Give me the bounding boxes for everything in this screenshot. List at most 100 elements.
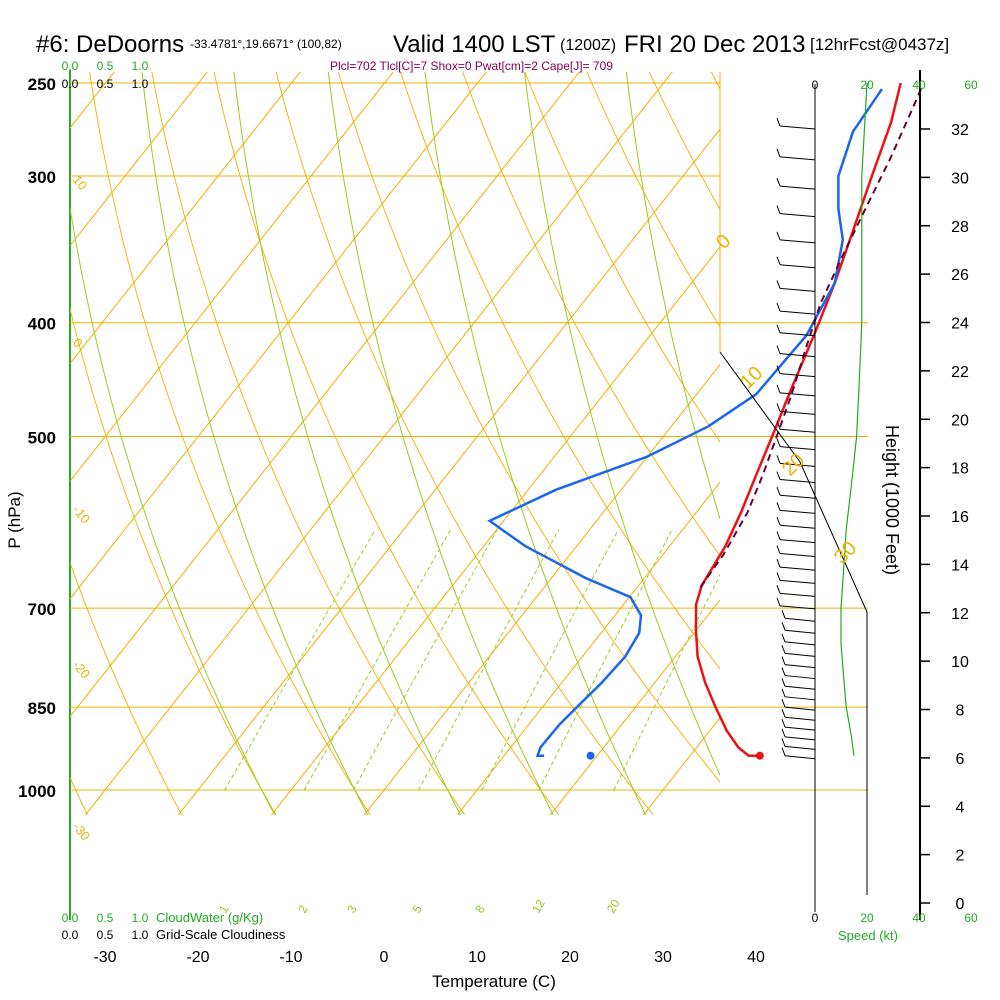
- valid-time: Valid 1400 LST: [393, 31, 556, 58]
- wind-barb: [779, 553, 816, 558]
- cloudiness-tick-top: 0.0: [62, 77, 79, 91]
- wind-barb: [779, 353, 816, 358]
- height-tick-label: 18: [951, 461, 969, 478]
- wind-speed-tick-bottom: 40: [912, 911, 926, 925]
- profile-lines: [487, 82, 922, 760]
- wind-barb: [779, 185, 816, 190]
- cloudwater-tick-top: 1.0: [132, 59, 149, 73]
- pressure-tick-label: 700: [28, 600, 56, 619]
- wind-barb-flag: [776, 280, 781, 289]
- wind-barb: [784, 617, 816, 622]
- dry-adiabat-line: [524, 72, 720, 443]
- wind-barb-flag: [776, 502, 781, 511]
- wind-barb: [784, 696, 816, 701]
- wind-barb: [779, 592, 816, 597]
- temperature-tick-label: -10: [279, 949, 302, 966]
- wind-barb: [784, 664, 816, 669]
- x-axis-title: Temperature (C): [432, 972, 556, 991]
- moist-adiabat-line: [327, 72, 554, 816]
- wind-barb: [779, 605, 816, 610]
- temperature-tick-label: 10: [468, 949, 486, 966]
- height-tick-label: 2: [956, 848, 965, 865]
- height-tick-label: 32: [951, 122, 969, 139]
- wind-barb: [779, 524, 816, 529]
- cloudiness-tick-top: 1.0: [132, 77, 149, 91]
- wind-barb: [779, 566, 816, 571]
- wind-barb: [784, 641, 816, 646]
- wind-speed-line: [840, 82, 868, 756]
- wind-speed-tick-top: 0: [812, 78, 819, 92]
- wind-barb-flag: [776, 455, 781, 464]
- plot-background: [69, 70, 868, 920]
- mixing-ratio-label: 20: [604, 897, 623, 916]
- zulu-time: (1200Z): [560, 37, 616, 54]
- wind-barb: [779, 332, 816, 337]
- wind-barb: [779, 373, 816, 378]
- wind-barb: [784, 726, 816, 731]
- height-tick-label: 20: [951, 412, 969, 429]
- wind-barb-flag: [781, 728, 786, 738]
- wind-barb-flag: [776, 403, 781, 412]
- parcel-profile-line: [699, 88, 922, 588]
- sounding-parameters: Plcl=702 Tlcl[C]=7 Shox=0 Pwat[cm]=2 Cap…: [330, 59, 613, 73]
- temperature-profile-line: [694, 82, 902, 757]
- wind-barb: [784, 685, 816, 690]
- isotherm-line: [70, 72, 208, 247]
- dry-adiabat-line: [400, 72, 720, 670]
- wind-barb: [784, 716, 816, 721]
- wind-barb-flag: [776, 302, 781, 312]
- station-title: #6: DeDoorns: [36, 31, 184, 58]
- cloudwater-tick-bottom: 1.0: [132, 911, 149, 925]
- height-tick-label: 30: [951, 170, 969, 187]
- isotherm-label: -10: [70, 502, 94, 526]
- mixing-ratio-label: 5: [409, 902, 425, 915]
- dry-adiabat-line: [70, 561, 183, 816]
- dry-adiabat-line: [89, 72, 371, 816]
- mixing-ratio-line: [352, 529, 498, 791]
- adiabat-label: 20: [778, 449, 809, 480]
- dry-adiabat-line: [213, 72, 560, 816]
- isotherm-line: [270, 246, 720, 816]
- wind-barb: [779, 239, 816, 244]
- wind-barb: [779, 479, 816, 484]
- isotherm-line: [177, 128, 720, 816]
- wind-barb-flag: [776, 531, 781, 540]
- wind-barb-flag: [781, 633, 786, 643]
- wind-barb-flag: [781, 698, 786, 708]
- wind-speed-axis-title: Speed (kt): [838, 928, 898, 943]
- wind-barb-flag: [776, 558, 781, 568]
- temperature-tick-label: 20: [561, 949, 579, 966]
- wind-barb-flag: [776, 585, 781, 594]
- wind-barb-flag: [776, 256, 781, 265]
- dry-adiabat-lines: [70, 72, 720, 816]
- height-axis-title: Height (1000 Feet): [882, 425, 902, 575]
- wind-barb-flag: [781, 747, 786, 756]
- wind-barb-flag: [776, 231, 781, 240]
- moist-adiabat-line: [523, 72, 720, 777]
- wind-barb: [779, 428, 816, 433]
- wind-barb: [779, 539, 816, 544]
- isotherm-label: -30: [70, 819, 94, 843]
- wind-speed-tick-bottom: 20: [860, 911, 874, 925]
- height-tick-label: 6: [956, 751, 965, 768]
- cloudiness-label: Grid-Scale Cloudiness: [156, 927, 286, 942]
- wind-speed-tick-bottom: 0: [812, 911, 819, 925]
- mixing-ratio-label: 8: [472, 902, 488, 915]
- cloudwater-tick-top: 0.5: [97, 59, 114, 73]
- wind-barb-flag: [776, 324, 781, 333]
- moist-adiabat-line: [233, 72, 461, 816]
- height-tick-label: 14: [951, 557, 969, 574]
- cloudiness-tick-bottom: 1.0: [132, 928, 149, 942]
- wind-barb-flag: [776, 177, 781, 187]
- mixing-ratio-label: 3: [344, 902, 360, 915]
- wind-barb-flag: [776, 384, 781, 394]
- moist-adiabat-line: [70, 204, 276, 816]
- height-tick-label: 12: [951, 606, 969, 623]
- dry-adiabat-line: [70, 307, 277, 816]
- isotherm-label: 10: [70, 172, 91, 193]
- mixing-ratio-line: [613, 573, 720, 791]
- wind-barb: [784, 652, 816, 657]
- isotherm-line: [70, 72, 115, 129]
